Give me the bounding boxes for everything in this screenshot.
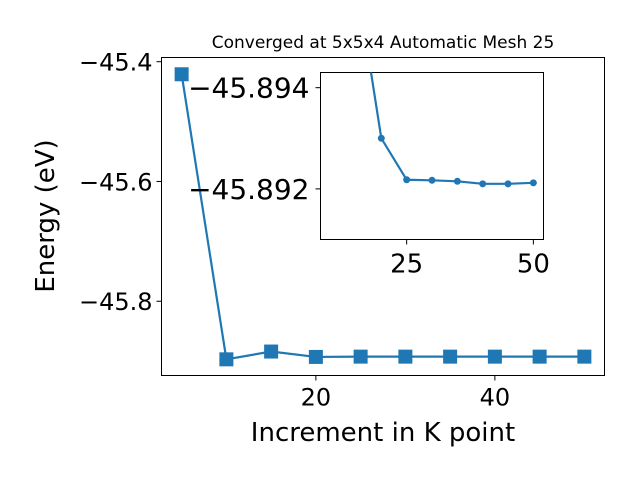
main-plot-frame: [161, 57, 605, 376]
inset-data-point: [479, 180, 487, 188]
main-data-point: [219, 352, 234, 367]
main-series-line: [180, 74, 585, 361]
inset-data-point: [377, 134, 385, 142]
main-data-point: [577, 349, 592, 364]
inset-x-tick-label: 50: [517, 250, 550, 280]
inset-chart: 25 50 −45.894 −45.892: [188, 72, 550, 280]
inset-ticks: 25 50 −45.894 −45.892: [188, 72, 550, 280]
main-x-tick-label: 40: [480, 384, 511, 412]
main-data-point: [264, 344, 279, 359]
inset-data-point: [403, 176, 411, 184]
inset-data-point: [453, 177, 461, 185]
main-y-tick-label: −45.6: [79, 168, 153, 196]
main-data-point: [443, 349, 458, 364]
inset-y-tick-label: −45.894: [188, 72, 309, 105]
main-chart-title: Converged at 5x5x4 Automatic Mesh 25: [212, 33, 555, 53]
inset-series-line: [369, 72, 534, 185]
inset-series: [369, 72, 537, 188]
main-y-axis-label: Energy (eV): [31, 139, 61, 292]
main-series: [174, 67, 592, 367]
main-data-point: [174, 67, 189, 82]
main-data-point: [532, 349, 547, 364]
main-x-tick-label: 20: [301, 384, 332, 412]
main-ticks: 20 40 −45.4 −45.6 −45.8: [79, 49, 510, 412]
main-data-point: [398, 349, 413, 364]
main-y-tick-label: −45.4: [79, 49, 153, 77]
inset-data-point: [504, 180, 512, 188]
main-chart: Converged at 5x5x4 Automatic Mesh 25 Inc…: [31, 33, 605, 448]
inset-plot-frame: [320, 72, 544, 240]
main-x-axis-label: Increment in K point: [251, 418, 515, 448]
inset-x-tick-label: 25: [390, 250, 423, 280]
main-data-point: [353, 349, 368, 364]
inset-data-point: [428, 176, 436, 184]
main-y-tick-label: −45.8: [79, 288, 153, 316]
inset-y-tick-label: −45.892: [188, 173, 309, 206]
main-data-point: [487, 349, 502, 364]
main-data-point: [308, 349, 323, 364]
inset-data-point: [529, 179, 537, 187]
